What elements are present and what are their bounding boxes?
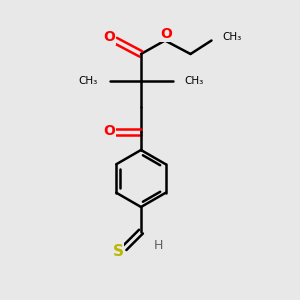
Text: O: O — [103, 30, 115, 44]
Text: CH₃: CH₃ — [79, 76, 98, 86]
Text: CH₃: CH₃ — [222, 32, 241, 43]
Text: O: O — [103, 124, 115, 137]
Text: H: H — [153, 238, 163, 252]
Text: CH₃: CH₃ — [184, 76, 203, 86]
Text: O: O — [160, 28, 172, 41]
Text: S: S — [112, 244, 123, 259]
